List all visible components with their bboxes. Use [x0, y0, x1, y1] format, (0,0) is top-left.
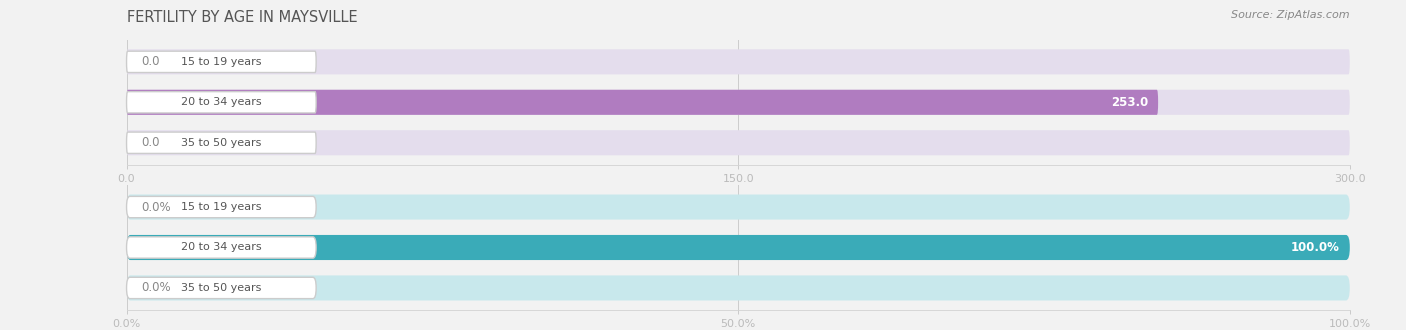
FancyBboxPatch shape	[127, 130, 1350, 155]
Text: 20 to 34 years: 20 to 34 years	[181, 243, 262, 252]
Text: 0.0%: 0.0%	[141, 201, 172, 214]
Text: 253.0: 253.0	[1111, 96, 1149, 109]
FancyBboxPatch shape	[127, 277, 316, 299]
Text: 0.0%: 0.0%	[141, 281, 172, 294]
Text: Source: ZipAtlas.com: Source: ZipAtlas.com	[1232, 10, 1350, 20]
Text: 15 to 19 years: 15 to 19 years	[181, 57, 262, 67]
FancyBboxPatch shape	[127, 90, 1350, 115]
FancyBboxPatch shape	[127, 237, 316, 258]
FancyBboxPatch shape	[127, 132, 316, 153]
Text: 0.0: 0.0	[141, 55, 160, 68]
FancyBboxPatch shape	[127, 92, 316, 113]
FancyBboxPatch shape	[127, 196, 316, 218]
FancyBboxPatch shape	[127, 49, 1350, 74]
Text: 0.0: 0.0	[141, 136, 160, 149]
Text: 100.0%: 100.0%	[1291, 241, 1340, 254]
FancyBboxPatch shape	[127, 235, 1350, 260]
FancyBboxPatch shape	[127, 235, 1350, 260]
Text: 20 to 34 years: 20 to 34 years	[181, 97, 262, 107]
Text: 35 to 50 years: 35 to 50 years	[181, 138, 262, 148]
FancyBboxPatch shape	[127, 51, 316, 73]
Text: FERTILITY BY AGE IN MAYSVILLE: FERTILITY BY AGE IN MAYSVILLE	[127, 10, 357, 25]
FancyBboxPatch shape	[127, 276, 1350, 301]
Text: 35 to 50 years: 35 to 50 years	[181, 283, 262, 293]
FancyBboxPatch shape	[127, 90, 1159, 115]
Text: 15 to 19 years: 15 to 19 years	[181, 202, 262, 212]
FancyBboxPatch shape	[127, 194, 1350, 219]
